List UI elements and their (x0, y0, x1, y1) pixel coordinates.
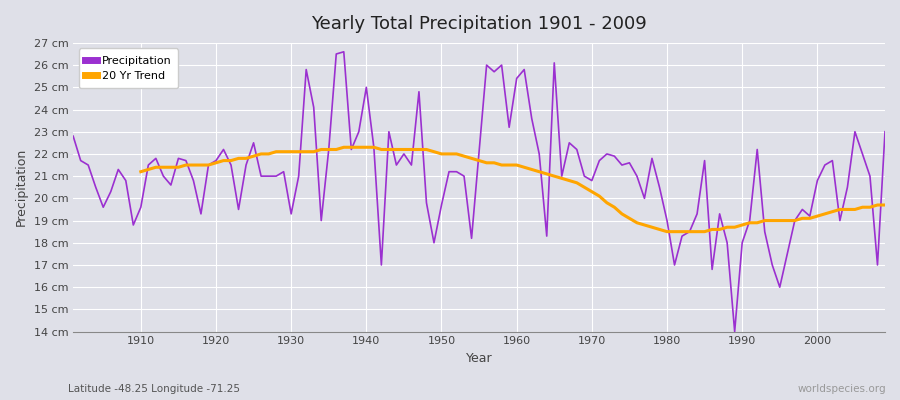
20 Yr Trend (857, 205, 868, 210)
Precipitation (128, 222, 139, 227)
Precipitation (879, 129, 890, 134)
20 Yr Trend (278, 149, 289, 154)
Precipitation (511, 76, 522, 81)
Precipitation (293, 174, 304, 178)
Precipitation (609, 154, 620, 158)
20 Yr Trend (662, 229, 672, 234)
20 Yr Trend (338, 145, 349, 150)
Precipitation (518, 67, 529, 72)
20 Yr Trend (834, 207, 845, 212)
Title: Yearly Total Precipitation 1901 - 2009: Yearly Total Precipitation 1901 - 2009 (311, 15, 647, 33)
20 Yr Trend (135, 169, 146, 174)
Line: Precipitation: Precipitation (73, 52, 885, 332)
20 Yr Trend (587, 189, 598, 194)
Precipitation (338, 49, 349, 54)
Precipitation (729, 329, 740, 334)
X-axis label: Year: Year (466, 352, 492, 365)
Text: Latitude -48.25 Longitude -71.25: Latitude -48.25 Longitude -71.25 (68, 384, 239, 394)
Precipitation (346, 147, 356, 152)
Text: worldspecies.org: worldspecies.org (798, 384, 886, 394)
20 Yr Trend (879, 203, 890, 208)
Precipitation (68, 134, 78, 138)
20 Yr Trend (309, 149, 320, 154)
20 Yr Trend (526, 167, 537, 172)
Legend: Precipitation, 20 Yr Trend: Precipitation, 20 Yr Trend (78, 48, 178, 88)
Y-axis label: Precipitation: Precipitation (15, 148, 28, 226)
Line: 20 Yr Trend: 20 Yr Trend (140, 147, 885, 232)
